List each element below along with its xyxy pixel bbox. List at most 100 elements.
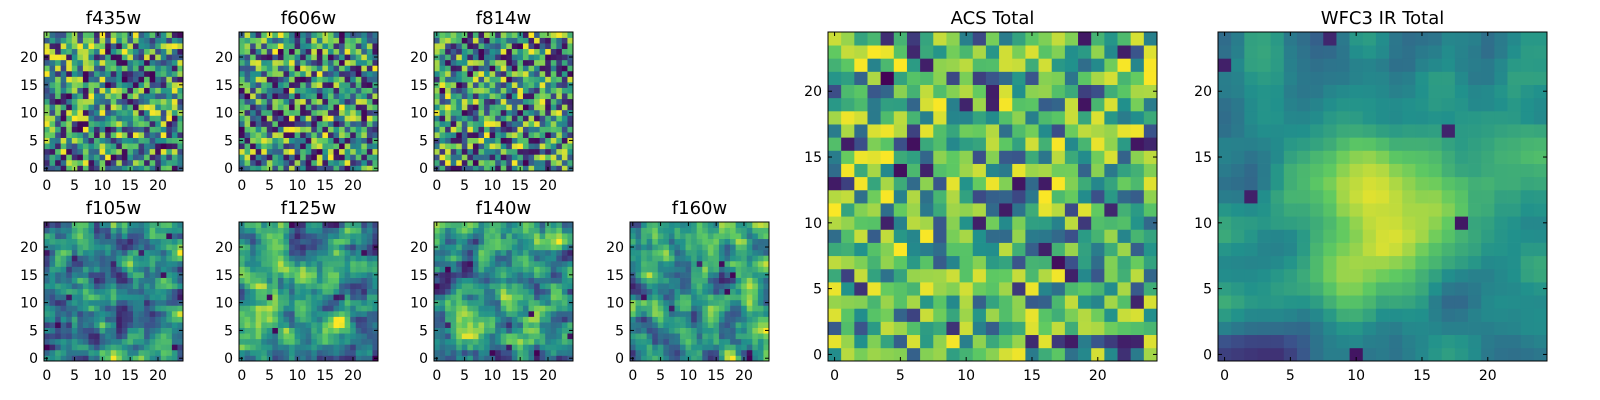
heatmap-cell [534, 272, 540, 278]
heatmap-cell [691, 255, 698, 262]
heatmap-cell [495, 126, 502, 133]
heatmap-cell [534, 154, 540, 161]
heatmap-cell [472, 277, 479, 284]
heatmap-cell [668, 260, 675, 267]
heatmap-cell [244, 222, 251, 228]
heatmap-cell [946, 216, 960, 230]
heatmap-cell [445, 37, 452, 44]
heatmap-cell [534, 349, 540, 356]
heatmap-cell [500, 70, 507, 77]
heatmap-cell [461, 288, 468, 295]
heatmap-cell [333, 227, 340, 234]
heatmap-cell [730, 316, 736, 323]
heatmap-cell [534, 310, 540, 317]
heatmap-cell [60, 283, 67, 290]
heatmap-cell [517, 70, 524, 77]
heatmap-cell [60, 76, 67, 83]
heatmap-cell [277, 104, 284, 111]
heatmap-cell [528, 154, 535, 161]
heatmap-cell [450, 272, 457, 278]
heatmap-cell [545, 93, 552, 100]
heatmap-cell [561, 322, 568, 328]
heatmap-cell [366, 355, 373, 362]
heatmap-cell [121, 159, 128, 166]
heatmap-cell [283, 115, 290, 122]
heatmap-cell [561, 43, 568, 50]
heatmap-cell [735, 260, 742, 267]
heatmap-cell [635, 233, 642, 240]
heatmap-cell [561, 154, 568, 161]
heatmap-cell [556, 244, 563, 251]
heatmap-cell [277, 159, 284, 166]
heatmap-cell [110, 327, 117, 334]
heatmap-cell [556, 54, 563, 61]
heatmap-cell [355, 299, 362, 306]
heatmap-cell [511, 93, 518, 100]
heatmap-cell [116, 37, 123, 44]
heatmap-cell [757, 272, 764, 278]
heatmap-cell [522, 93, 529, 100]
heatmap-cell [121, 333, 128, 340]
heatmap-cell [333, 349, 340, 356]
heatmap-cell [668, 299, 675, 306]
heatmap-cell [266, 48, 273, 55]
heatmap-cell [116, 316, 123, 323]
heatmap-cell [511, 104, 518, 111]
heatmap-cell [88, 333, 95, 340]
heatmap-cell [99, 93, 106, 100]
heatmap-cell [105, 137, 112, 144]
heatmap-cell [105, 120, 112, 127]
heatmap-cell [445, 233, 452, 240]
heatmap-cell [127, 255, 134, 262]
heatmap-cell [528, 87, 535, 94]
heatmap-cell [261, 37, 268, 44]
heatmap-cell [283, 233, 290, 240]
heatmap-cell [528, 222, 535, 228]
heatmap-cell [646, 310, 653, 317]
heatmap-cell [66, 322, 73, 328]
heatmap-cell [311, 120, 318, 127]
heatmap-cell [630, 233, 636, 240]
heatmap-cell [294, 76, 301, 83]
heatmap-cell [355, 148, 362, 155]
heatmap-cell [511, 322, 518, 328]
heatmap-cell [44, 333, 50, 340]
heatmap-cell [1104, 308, 1118, 322]
heatmap-cell [77, 338, 84, 345]
heatmap-cell [272, 65, 279, 72]
heatmap-cell [484, 238, 490, 245]
heatmap-cell [539, 165, 546, 172]
heatmap-cell [138, 227, 145, 234]
heatmap-cell [305, 82, 312, 88]
heatmap-cell [261, 316, 268, 323]
heatmap-cell [105, 43, 112, 50]
heatmap-cell [450, 338, 457, 345]
heatmap-cell [99, 54, 106, 61]
heatmap-cell [121, 120, 128, 127]
heatmap-cell [500, 249, 507, 256]
heatmap-cell [741, 310, 748, 317]
heatmap-cell [66, 222, 73, 228]
heatmap-cell [311, 310, 318, 317]
heatmap-cell [355, 249, 362, 256]
heatmap-cell [685, 294, 692, 301]
heatmap-cell [372, 349, 379, 356]
heatmap-cell [300, 148, 307, 155]
heatmap-cell [289, 137, 295, 144]
heatmap-cell [327, 288, 334, 295]
heatmap-cell [730, 277, 736, 284]
heatmap-cell [88, 227, 95, 234]
heatmap-cell [88, 344, 95, 351]
heatmap-cell [160, 70, 167, 77]
heatmap-cell [434, 305, 440, 312]
heatmap-cell [484, 272, 490, 278]
heatmap-cell [261, 137, 268, 144]
heatmap-cell [327, 109, 334, 116]
heatmap-cell [239, 255, 245, 262]
heatmap-cell [567, 310, 574, 317]
heatmap-cell [946, 334, 960, 349]
heatmap-cell [327, 294, 334, 301]
heatmap-cell [155, 70, 162, 77]
heatmap-cell [646, 338, 653, 345]
heatmap-cell [132, 104, 139, 111]
